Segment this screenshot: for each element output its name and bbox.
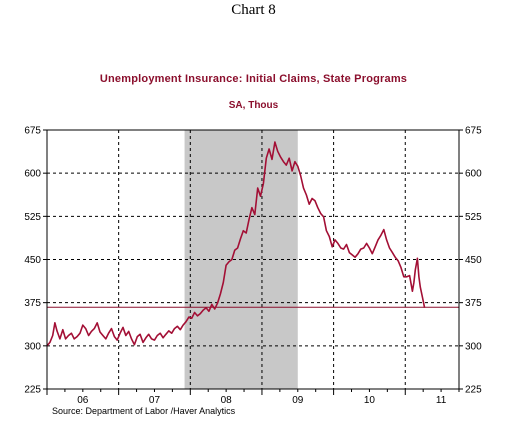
- chart-number: Chart 8: [231, 2, 276, 18]
- source-note: Source: Department of Labor /Haver Analy…: [52, 406, 236, 416]
- x-tick-label: 10: [364, 395, 376, 406]
- x-tick-label: 09: [292, 395, 304, 406]
- y-tick-label-left: 525: [24, 212, 41, 223]
- y-tick-label-right: 300: [465, 341, 482, 352]
- series-line: [46, 141, 426, 347]
- y-tick-label-right: 375: [465, 298, 482, 309]
- y-tick-label-left: 225: [24, 385, 41, 396]
- y-tick-label-left: 300: [24, 341, 41, 352]
- y-tick-label-right: 600: [465, 169, 482, 180]
- y-tick-label-left: 675: [24, 126, 41, 137]
- y-tick-label-left: 600: [24, 169, 41, 180]
- x-tick-label: 06: [77, 395, 89, 406]
- y-tick-label-right: 525: [465, 212, 482, 223]
- chart-subtitle: SA, Thous: [228, 100, 279, 111]
- y-tick-label-left: 375: [24, 298, 41, 309]
- y-tick-label-left: 450: [24, 255, 41, 266]
- y-tick-label-right: 675: [465, 126, 482, 137]
- chart-title: Unemployment Insurance: Initial Claims, …: [99, 73, 408, 85]
- y-tick-label-right: 225: [465, 385, 482, 396]
- x-tick-label: 08: [221, 395, 233, 406]
- x-tick-label: 11: [436, 395, 447, 406]
- x-tick-label: 07: [149, 395, 161, 406]
- y-tick-label-right: 450: [465, 255, 482, 266]
